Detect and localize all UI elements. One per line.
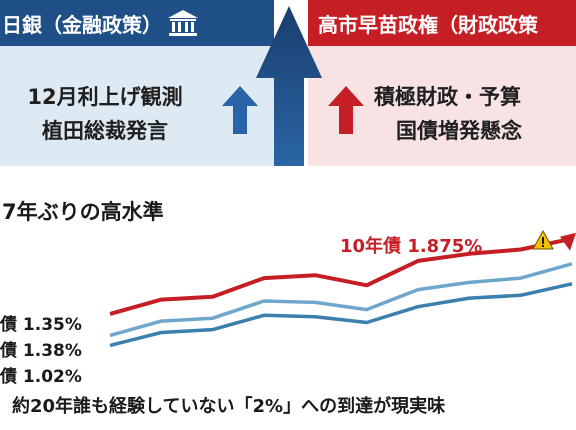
fiscal-line-1: 積極財政・予算 bbox=[374, 85, 521, 109]
warning-icon bbox=[532, 230, 554, 250]
bank-icon bbox=[168, 10, 198, 36]
boj-text: 12月利上げ観測 植田総裁発言 bbox=[0, 80, 210, 148]
fiscal-header-text: 高市早苗政権（財政政策 bbox=[318, 12, 538, 37]
fiscal-header: 高市早苗政権（財政政策 bbox=[308, 0, 576, 46]
fiscal-text: 積極財政・予算 国債増発懸念 bbox=[374, 80, 522, 148]
chart-title: 7年ぶりの高水準 bbox=[2, 200, 164, 224]
up-arrow-icon bbox=[222, 86, 258, 134]
series-label-1: 債 1.35% bbox=[0, 315, 82, 335]
fiscal-panel: 高市早苗政権（財政政策 積極財政・予算 国債増発懸念 bbox=[308, 0, 576, 166]
series-line-2 bbox=[109, 262, 573, 338]
bottom-caption: 約20年誰も経験していない「2%」への到達が現実味 bbox=[12, 396, 446, 417]
boj-line-1: 12月利上げ観測 bbox=[27, 85, 183, 109]
series-label-2: 債 1.38% bbox=[0, 341, 82, 361]
divider bbox=[0, 166, 576, 192]
callout-10y: 10年債 1.875% bbox=[340, 236, 483, 257]
series-line-1 bbox=[109, 236, 573, 316]
boj-header: 日銀（金融政策） bbox=[0, 0, 274, 46]
series-line-3 bbox=[109, 282, 573, 348]
chart-area bbox=[0, 224, 576, 430]
boj-line-2: 植田総裁発言 bbox=[42, 119, 168, 143]
center-up-arrow-icon bbox=[256, 6, 322, 170]
boj-header-text: 日銀（金融政策） bbox=[2, 12, 162, 37]
series-label-3: 債 1.02% bbox=[0, 367, 82, 387]
fiscal-line-2: 国債増発懸念 bbox=[396, 119, 522, 143]
boj-panel: 日銀（金融政策） 12月利上げ観測 植田総裁発言 bbox=[0, 0, 274, 166]
series-arrowhead bbox=[560, 232, 576, 251]
up-arrow-icon bbox=[328, 86, 364, 134]
line-chart bbox=[109, 232, 576, 348]
